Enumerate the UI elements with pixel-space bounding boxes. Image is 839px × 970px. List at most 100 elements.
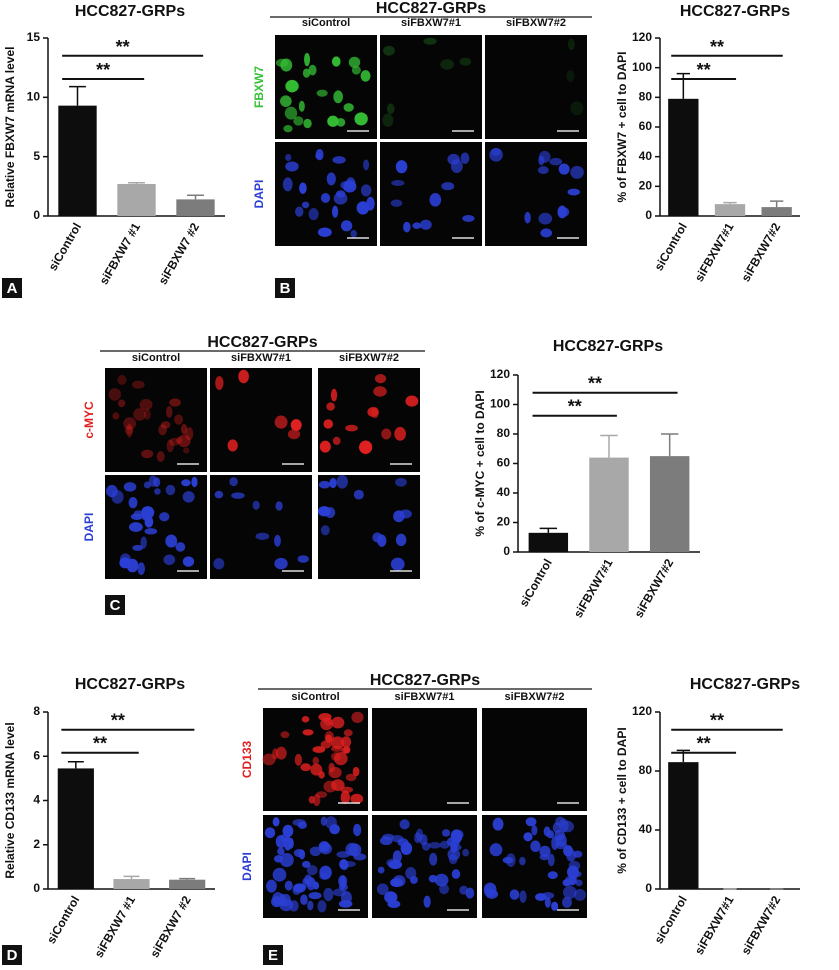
significance-label: **	[568, 397, 582, 417]
bar	[668, 762, 699, 889]
cell	[342, 861, 356, 868]
cell	[376, 883, 389, 896]
cell	[330, 736, 345, 750]
cell	[317, 900, 327, 913]
column-header: siFBXW7#2	[506, 17, 566, 29]
y-tick-label: 0	[33, 208, 40, 222]
cell	[423, 37, 437, 45]
cell	[332, 156, 346, 164]
cell	[330, 388, 338, 402]
cell	[255, 532, 270, 540]
cell	[343, 729, 353, 737]
cell	[345, 773, 357, 782]
micrograph-background	[105, 368, 207, 472]
error-bar	[676, 72, 691, 99]
cell	[359, 440, 373, 455]
y-tick-label: 40	[639, 149, 653, 163]
panel-letter: D	[7, 947, 18, 964]
cell	[405, 867, 417, 880]
cell	[332, 436, 341, 445]
cell	[290, 419, 302, 431]
error-bar	[69, 85, 86, 106]
cell	[429, 192, 442, 207]
cell	[447, 848, 461, 861]
cell	[227, 439, 238, 452]
cell	[142, 514, 152, 521]
cell	[320, 717, 334, 731]
cell	[537, 166, 549, 174]
cell	[302, 878, 309, 885]
column-header: siFBXW7#1	[395, 691, 455, 703]
cell	[143, 408, 151, 420]
cell	[215, 376, 224, 391]
cell	[282, 177, 293, 192]
y-tick-label: 0	[645, 881, 652, 895]
error-bar	[723, 201, 737, 205]
cell	[156, 451, 165, 463]
cell	[303, 118, 312, 129]
cell	[523, 832, 533, 842]
cell	[318, 841, 330, 853]
micrograph	[485, 142, 587, 246]
micrograph	[210, 475, 312, 579]
cell	[280, 731, 290, 739]
cell	[298, 100, 305, 112]
cell	[133, 510, 143, 517]
cell	[297, 555, 309, 563]
micrograph	[105, 475, 207, 579]
cell	[316, 89, 328, 97]
cell	[315, 153, 322, 160]
micrograph	[263, 815, 368, 918]
x-tick-label: siFBXW7 #1	[92, 893, 139, 960]
cell	[447, 153, 460, 165]
cell	[320, 816, 328, 826]
micrograph	[372, 815, 477, 918]
micrograph-background	[318, 368, 420, 472]
cell	[154, 488, 161, 495]
row-label: DAPI	[240, 852, 254, 881]
x-tick-label: siFBXW7#2	[738, 220, 783, 284]
cell	[354, 112, 368, 126]
cell	[333, 192, 348, 205]
cell	[287, 429, 301, 440]
cell	[568, 860, 581, 871]
cell	[575, 879, 583, 887]
cell	[307, 900, 314, 911]
panel-letter-box	[2, 945, 22, 965]
cell	[160, 421, 171, 429]
bar	[113, 879, 150, 889]
y-tick-label: 0	[645, 208, 652, 222]
significance-label: **	[710, 37, 724, 57]
cell	[175, 542, 186, 552]
cell	[128, 496, 138, 509]
cell	[320, 525, 330, 536]
cell	[312, 756, 319, 765]
cell	[277, 847, 285, 856]
cell	[274, 534, 281, 547]
micrograph	[482, 708, 587, 811]
cell	[419, 834, 428, 846]
cell	[266, 879, 277, 893]
cell	[331, 716, 345, 729]
significance-label: **	[93, 734, 107, 754]
cell	[312, 746, 326, 753]
cell	[531, 825, 538, 836]
cell	[324, 507, 336, 519]
cell	[485, 889, 499, 899]
micrograph-background	[485, 35, 587, 139]
panel-title: HCC827-GRPs	[376, 0, 486, 17]
y-tick-label: 2	[33, 837, 40, 851]
cell	[547, 871, 558, 879]
cell	[540, 228, 553, 238]
cell	[558, 207, 570, 217]
cell	[174, 414, 184, 425]
bar	[117, 183, 156, 216]
cell	[377, 866, 385, 874]
cell	[451, 869, 461, 879]
cell	[356, 201, 370, 215]
cell	[182, 491, 195, 503]
micrograph-background	[318, 475, 420, 579]
cell	[264, 827, 276, 839]
cell	[331, 205, 339, 218]
